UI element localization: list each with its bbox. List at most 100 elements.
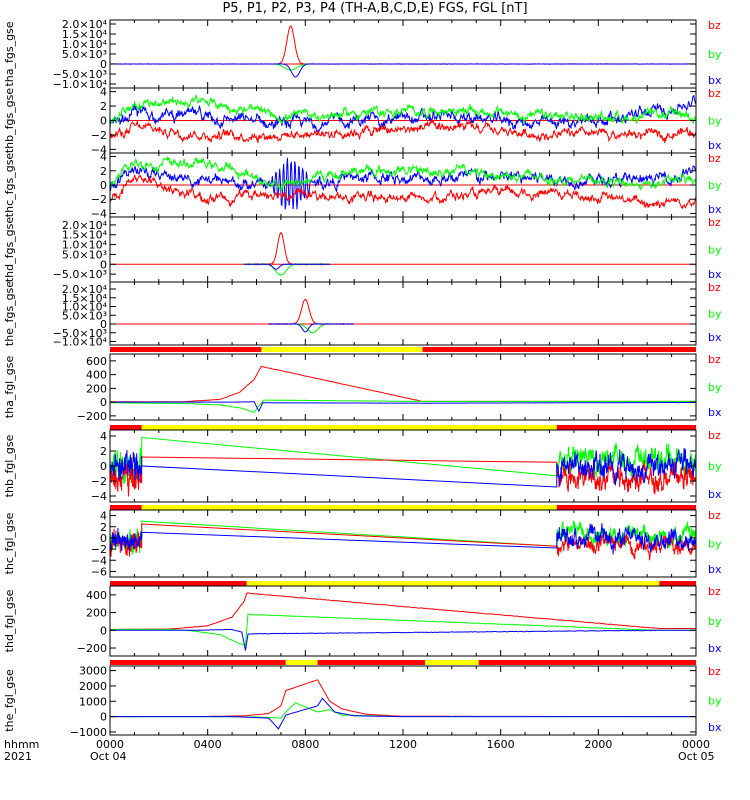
y-tick-label: 0: [100, 396, 107, 409]
legend-by: by: [708, 48, 722, 61]
y-tick-label: −2: [91, 543, 107, 556]
legend-by: by: [708, 615, 722, 628]
series-line-by: [110, 399, 696, 413]
legend-bz: bz: [708, 19, 721, 32]
y-tick-label: −4: [91, 143, 107, 156]
panel-frame: [109, 585, 697, 657]
x-tick-label: 1200: [389, 738, 417, 751]
legend-bx: bx: [708, 488, 722, 501]
y-tick-label: −2: [91, 475, 107, 488]
y-tick-label: 0: [100, 460, 107, 473]
legend-bz: bz: [708, 216, 721, 229]
y-tick-label: 5.0×10³: [62, 248, 107, 261]
legend-bz: bz: [708, 585, 721, 598]
y-tick-label: −5.0×10³: [53, 68, 107, 81]
y-tick-label: 1.5×10⁴: [62, 292, 108, 305]
x-date-label: Oct 05: [678, 750, 715, 763]
y-tick-label: 0: [100, 179, 107, 192]
legend-bx: bx: [708, 721, 722, 734]
series-line-by: [110, 613, 696, 647]
x-row-label: 2021: [4, 750, 32, 763]
panel-frame: [109, 216, 697, 283]
y-tick-label: 0: [100, 115, 107, 128]
y-tick-label: 2: [100, 165, 107, 178]
status-bar-segment: [478, 660, 696, 665]
legend-by: by: [708, 308, 722, 321]
y-tick-label: 4: [100, 151, 107, 164]
series-line-bz: [109, 456, 697, 497]
y-tick-label: 1.5×10⁴: [62, 28, 108, 41]
y-tick-label: 1.5×10⁴: [62, 229, 108, 242]
y-tick-label: 1000: [79, 695, 107, 708]
y-tick-label: 200: [86, 382, 107, 395]
series-line-bz: [109, 119, 697, 144]
legend-bz: bz: [708, 509, 721, 522]
series-line-bx: [109, 94, 697, 135]
legend-bx: bx: [708, 74, 722, 87]
y-tick-label: −1.0×10⁴: [53, 78, 108, 91]
y-tick-label: −4: [91, 490, 107, 503]
x-date-label: Oct 04: [90, 750, 127, 763]
legend-bx: bx: [708, 563, 722, 576]
y-tick-label: −1000: [70, 726, 107, 739]
series-line-by: [109, 156, 697, 192]
y-tick-label: −2: [91, 193, 107, 206]
series-line-bx: [109, 447, 697, 488]
panel-ylabel: thc_fgl_gse: [3, 512, 16, 574]
y-tick-label: 2000: [79, 680, 107, 693]
status-bar-segment: [317, 660, 425, 665]
x-tick-label: 2000: [584, 738, 612, 751]
y-tick-label: −5.0×10³: [53, 268, 107, 281]
y-tick-label: 0: [100, 58, 107, 71]
series-line-by: [110, 63, 696, 71]
legend-bx: bx: [708, 139, 722, 152]
series-line-by: [109, 95, 697, 125]
status-bar-segment: [110, 425, 142, 430]
chart-title: P5, P1, P2, P3, P4 (TH-A,B,C,D,E) FGS, F…: [222, 1, 528, 16]
panel-frame: [109, 353, 697, 421]
series-line-bz: [268, 298, 355, 326]
series-line-bx: [110, 63, 696, 78]
status-bar-segment: [246, 581, 660, 586]
series-line-by: [243, 263, 331, 276]
y-tick-label: 4: [100, 510, 107, 523]
panel-frame: [109, 281, 697, 346]
y-tick-label: 600: [86, 355, 107, 368]
status-bar-segment: [424, 660, 479, 665]
legend-bz: bz: [708, 152, 721, 165]
y-tick-label: 5.0×10³: [62, 48, 107, 61]
status-bar-segment: [422, 347, 696, 352]
status-bar-segment: [110, 347, 262, 352]
y-tick-label: 0: [100, 532, 107, 545]
status-bar-segment: [261, 347, 423, 352]
panel-ylabel: thd_fgs_gse: [3, 217, 16, 283]
legend-bz: bz: [708, 429, 721, 442]
x-tick-label: 0000: [682, 738, 710, 751]
y-tick-label: −4: [91, 554, 107, 567]
y-tick-label: 0: [100, 258, 107, 271]
panel-ylabel: tha_fgs_gse: [3, 21, 16, 86]
legend-by: by: [708, 381, 722, 394]
series-line-bx: [109, 523, 697, 555]
series-line-bz: [109, 25, 696, 65]
status-bar-segment: [110, 660, 286, 665]
y-tick-label: 5.0×10³: [62, 309, 107, 322]
x-tick-label: 0400: [194, 738, 222, 751]
x-tick-label: 1600: [487, 738, 515, 751]
legend-bz: bz: [708, 665, 721, 678]
y-tick-label: 1.0×10⁴: [62, 38, 108, 51]
status-bar-segment: [285, 660, 318, 665]
series-line-bx: [109, 157, 697, 210]
series-line-bz: [244, 231, 330, 266]
x-row-label: hhmm: [4, 738, 39, 751]
y-tick-label: 1.0×10⁴: [62, 301, 108, 314]
series-line-bz: [110, 592, 696, 630]
y-tick-label: 400: [86, 589, 107, 602]
x-tick-label: 0800: [291, 738, 319, 751]
series-line-bz: [109, 174, 697, 210]
y-tick-label: −5.0×10³: [53, 327, 107, 340]
panel-ylabel: thb_fgl_gse: [3, 434, 16, 497]
legend-bx: bx: [708, 268, 722, 281]
y-tick-label: −1.0×10⁴: [53, 336, 108, 349]
y-tick-label: −200: [77, 642, 107, 655]
